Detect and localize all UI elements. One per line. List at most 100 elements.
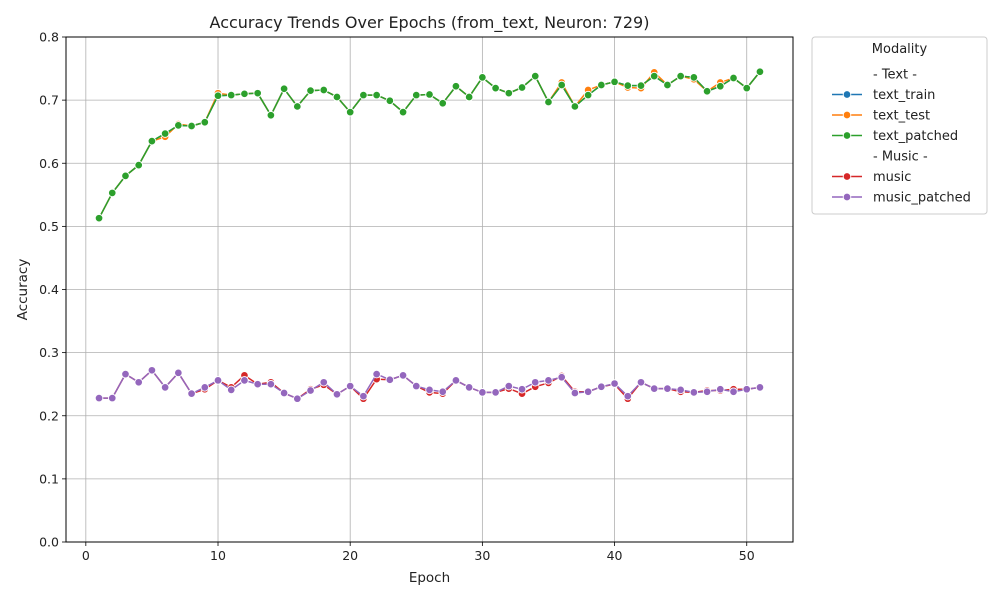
data-point-music_patched bbox=[570, 388, 580, 398]
data-point-text_patched bbox=[160, 129, 170, 138]
data-point-text_patched bbox=[412, 90, 421, 100]
data-point-music_patched bbox=[108, 393, 117, 403]
x-tick-label: 0 bbox=[82, 548, 90, 563]
data-point-music_patched bbox=[517, 384, 527, 394]
data-point-text_patched bbox=[200, 117, 210, 127]
series-music_patched bbox=[94, 366, 765, 403]
data-point-text_patched bbox=[226, 90, 236, 100]
data-point-text_patched bbox=[187, 121, 196, 131]
y-axis-label: Accuracy bbox=[15, 259, 31, 321]
data-point-music_patched bbox=[147, 366, 157, 375]
data-point-text_patched bbox=[663, 80, 672, 90]
data-point-music_patched bbox=[213, 376, 223, 385]
data-point-music_patched bbox=[676, 385, 685, 395]
data-point-music_patched bbox=[160, 383, 170, 392]
series-text_patched bbox=[94, 67, 765, 223]
data-point-music_patched bbox=[610, 379, 619, 388]
series-group bbox=[94, 67, 765, 403]
data-point-music_patched bbox=[398, 371, 408, 380]
data-point-music_patched bbox=[359, 391, 368, 401]
data-point-music_patched bbox=[412, 381, 421, 391]
data-point-music_patched bbox=[544, 376, 553, 385]
data-point-text_patched bbox=[134, 160, 143, 170]
data-point-text_patched bbox=[583, 90, 593, 100]
data-point-text_patched bbox=[94, 213, 104, 223]
legend-swatch-marker bbox=[842, 192, 852, 202]
chart-title: Accuracy Trends Over Epochs (from_text, … bbox=[210, 13, 650, 33]
data-point-music_patched bbox=[94, 393, 104, 403]
y-tick-label: 0.6 bbox=[39, 156, 59, 171]
y-tick-label: 0.2 bbox=[39, 408, 59, 423]
data-point-music_patched bbox=[425, 385, 434, 395]
data-point-text_patched bbox=[755, 67, 765, 76]
data-point-music_patched bbox=[702, 387, 712, 397]
data-point-music_patched bbox=[716, 384, 725, 394]
data-point-music_patched bbox=[332, 390, 342, 399]
data-point-music_patched bbox=[319, 378, 329, 387]
data-point-text_patched bbox=[147, 136, 157, 146]
data-point-text_patched bbox=[293, 102, 302, 111]
legend-entry-label: music bbox=[873, 170, 911, 185]
data-point-text_patched bbox=[702, 87, 712, 96]
data-point-text_patched bbox=[425, 90, 434, 99]
data-point-text_patched bbox=[530, 71, 540, 81]
data-point-music_patched bbox=[689, 388, 699, 397]
data-point-text_patched bbox=[174, 121, 183, 130]
x-tick-label: 30 bbox=[474, 548, 490, 563]
data-point-text_patched bbox=[438, 99, 447, 108]
data-point-text_patched bbox=[332, 92, 342, 102]
legend-swatch-marker bbox=[842, 131, 852, 140]
data-point-text_patched bbox=[464, 92, 474, 102]
legend-group-header: - Text - bbox=[873, 68, 917, 83]
data-point-music_patched bbox=[200, 383, 210, 392]
legend-entry-label: text_test bbox=[873, 109, 930, 124]
data-point-music_patched bbox=[530, 378, 540, 387]
data-point-music_patched bbox=[451, 376, 461, 385]
y-tick-label: 0.0 bbox=[39, 535, 59, 550]
data-point-text_patched bbox=[729, 73, 738, 83]
data-point-text_patched bbox=[742, 83, 751, 93]
data-point-music_patched bbox=[583, 387, 593, 397]
data-point-text_patched bbox=[253, 88, 262, 98]
data-point-text_patched bbox=[689, 73, 699, 82]
data-point-text_patched bbox=[557, 80, 566, 90]
data-point-text_patched bbox=[451, 81, 461, 91]
data-point-music_patched bbox=[663, 384, 672, 393]
data-point-music_patched bbox=[491, 388, 500, 397]
data-point-text_patched bbox=[610, 77, 619, 87]
data-point-text_patched bbox=[570, 102, 580, 111]
data-point-text_patched bbox=[517, 83, 527, 92]
x-tick-label: 50 bbox=[739, 548, 755, 563]
data-point-text_patched bbox=[676, 71, 685, 81]
data-point-text_patched bbox=[121, 171, 130, 181]
data-point-music_patched bbox=[478, 388, 487, 397]
x-tick-label: 40 bbox=[607, 548, 623, 563]
data-point-music_patched bbox=[134, 378, 143, 387]
data-point-music_patched bbox=[557, 372, 566, 382]
legend: Modality - Text - text_train text_testtext… bbox=[811, 36, 988, 215]
data-point-text_patched bbox=[240, 89, 249, 99]
data-point-text_patched bbox=[372, 90, 381, 100]
data-point-text_patched bbox=[491, 83, 500, 93]
data-point-music_patched bbox=[742, 384, 751, 394]
axes: 0 10 20 30 40 50 0.0 0.1 0.2 0.3 0.4 0.5 0.6 0.7 0.8 bbox=[39, 30, 755, 564]
data-point-text_patched bbox=[108, 188, 117, 198]
data-point-text_patched bbox=[478, 73, 487, 82]
data-point-music_patched bbox=[345, 381, 355, 391]
data-point-text_patched bbox=[385, 96, 395, 106]
data-point-text_patched bbox=[597, 80, 606, 90]
data-point-music_patched bbox=[636, 378, 646, 387]
data-point-text_patched bbox=[359, 90, 368, 100]
y-tick-label: 0.4 bbox=[39, 282, 59, 297]
data-point-music_patched bbox=[623, 391, 633, 401]
data-point-music_patched bbox=[240, 376, 249, 385]
data-point-music_patched bbox=[121, 369, 130, 379]
data-point-text_patched bbox=[319, 85, 329, 95]
data-point-text_patched bbox=[345, 107, 355, 117]
data-point-music_patched bbox=[279, 388, 289, 398]
data-point-text_patched bbox=[504, 88, 514, 98]
data-point-music_patched bbox=[174, 368, 183, 378]
y-tick-label: 0.8 bbox=[39, 30, 59, 45]
x-tick-label: 10 bbox=[210, 548, 226, 563]
data-point-text_patched bbox=[266, 111, 276, 120]
